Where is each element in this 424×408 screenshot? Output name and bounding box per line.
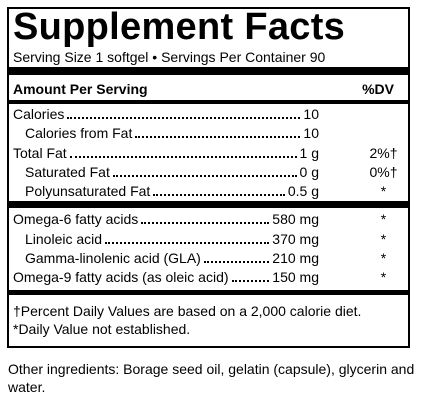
daily-value: * bbox=[380, 230, 387, 247]
nutrient-name: Gamma-linolenic acid (GLA) bbox=[25, 250, 201, 267]
nutrient-amount: 370 mg bbox=[272, 230, 319, 247]
nutrient-row: Calories from Fat 10 bbox=[13, 124, 404, 143]
nutrient-amount: 0 g bbox=[299, 163, 319, 180]
nutrient-amount: 150 mg bbox=[272, 269, 319, 286]
leader: Calories from Fat 10 bbox=[13, 124, 319, 143]
dot-leader bbox=[135, 124, 301, 139]
dot-leader bbox=[105, 230, 270, 244]
footnote: †Percent Daily Values are based on a 2,0… bbox=[13, 302, 362, 319]
leader: Omega-9 fatty acids (as oleic acid) 150 m… bbox=[13, 268, 319, 287]
amount-header: Amount Per Serving bbox=[13, 81, 148, 97]
nutrient-name: Polyunsaturated Fat bbox=[25, 183, 151, 200]
column-header: Amount Per Serving %DV bbox=[13, 79, 404, 99]
nutrient-name: Omega-9 fatty acids (as oleic acid) bbox=[13, 269, 229, 286]
leader: Gamma-linolenic acid (GLA) 210 mg bbox=[13, 249, 319, 268]
nutrient-row: Calories 10 bbox=[13, 105, 404, 124]
nutrient-row: Saturated Fat 0 g 0%† bbox=[13, 163, 404, 182]
nutrient-row: Omega-6 fatty acids 580 mg * bbox=[13, 210, 404, 229]
nutrient-amount: 210 mg bbox=[272, 250, 319, 267]
nutrient-name: Linoleic acid bbox=[25, 230, 103, 247]
dv-header: %DV bbox=[362, 81, 394, 97]
leader: Linoleic acid 370 mg bbox=[13, 230, 319, 249]
dot-leader bbox=[231, 268, 270, 283]
nutrient-amount: 580 mg bbox=[272, 211, 319, 228]
nutrient-row: Omega-9 fatty acids (as oleic acid) 150 m… bbox=[13, 268, 404, 287]
other-ingredients: Other ingredients: Borage seed oil, gela… bbox=[8, 361, 415, 395]
dot-leader bbox=[67, 105, 301, 119]
daily-value: * bbox=[380, 269, 387, 286]
dot-leader bbox=[141, 210, 270, 225]
nutrient-row: Polyunsaturated Fat 0.5 g * bbox=[13, 182, 404, 201]
dot-leader bbox=[112, 163, 297, 177]
nutrient-row: Linoleic acid 370 mg * bbox=[13, 230, 404, 249]
nutrient-name: Calories from Fat bbox=[25, 125, 133, 142]
dot-leader bbox=[153, 182, 285, 197]
nutrient-name: Total Fat bbox=[13, 144, 67, 161]
divider bbox=[9, 289, 408, 295]
nutrient-name: Omega-6 fatty acids bbox=[13, 211, 139, 228]
leader: Total Fat 1 g bbox=[13, 144, 319, 163]
nutrient-row: Gamma-linolenic acid (GLA) 210 mg * bbox=[13, 249, 404, 268]
serving: Serving Size 1 softgel • Servings Per Co… bbox=[13, 49, 326, 65]
nutrient-amount: 10 bbox=[303, 106, 319, 122]
leader: Omega-6 fatty acids 580 mg bbox=[13, 210, 319, 229]
daily-value: * bbox=[380, 211, 387, 228]
nutrient-amount: 1 g bbox=[299, 144, 319, 161]
supplement-facts-panel: Supplement Facts Serving Size 1 softgel … bbox=[7, 7, 410, 348]
nutrient-amount: 0.5 g bbox=[287, 183, 319, 200]
nutrient-name: Calories bbox=[13, 106, 65, 122]
daily-value: * bbox=[380, 183, 387, 200]
divider bbox=[9, 201, 408, 209]
nutrient-row: Total Fat 1 g 2%† bbox=[13, 144, 404, 163]
daily-value: * bbox=[380, 250, 387, 267]
leader: Saturated Fat 0 g bbox=[13, 163, 319, 182]
leader: Polyunsaturated Fat 0.5 g bbox=[13, 182, 319, 201]
daily-value bbox=[319, 105, 404, 124]
dot-leader bbox=[69, 144, 297, 158]
dot-leader bbox=[203, 249, 270, 264]
daily-value: 0%† bbox=[369, 163, 398, 180]
daily-value: 2%† bbox=[369, 144, 398, 161]
title: Supplement Facts bbox=[13, 6, 346, 48]
nutrient-name: Saturated Fat bbox=[25, 163, 110, 180]
nutrient-amount: 10 bbox=[303, 125, 319, 142]
daily-value bbox=[319, 124, 404, 143]
leader: Calories 10 bbox=[13, 105, 319, 124]
footnote: *Daily Value not established. bbox=[13, 320, 191, 337]
divider bbox=[9, 67, 408, 75]
divider bbox=[9, 100, 408, 104]
